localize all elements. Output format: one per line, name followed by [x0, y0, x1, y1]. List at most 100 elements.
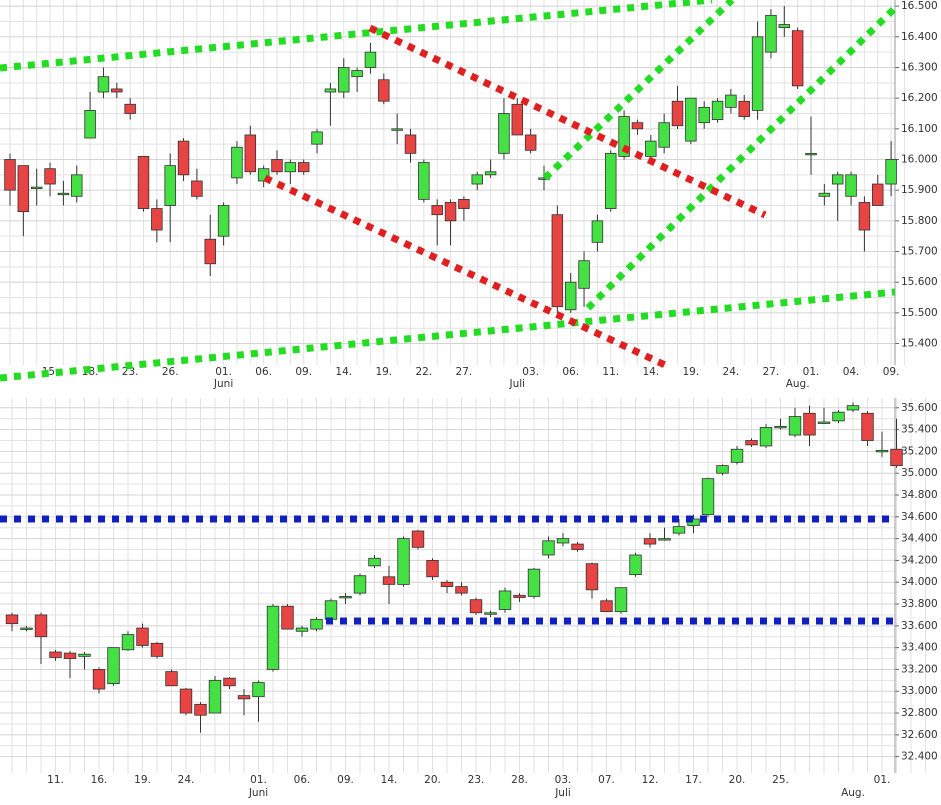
y-tick-label: 33.800	[901, 598, 938, 610]
candle-body	[231, 146, 243, 179]
x-tick-label: 04.	[843, 366, 860, 378]
y-tick-label: 34.000	[901, 576, 938, 588]
candle-body	[759, 427, 773, 447]
candle-body	[861, 412, 874, 441]
y-tick-label: 32.800	[901, 707, 938, 719]
candle-body	[368, 557, 381, 567]
candle-body	[846, 405, 860, 411]
x-tick-label: 19.	[375, 366, 392, 378]
trend-line	[0, 288, 896, 382]
x-month-label: Aug.	[841, 787, 865, 799]
candle-body	[585, 563, 599, 591]
candle-body	[858, 202, 871, 231]
candle-body	[455, 586, 468, 594]
y-tick-label: 15.400	[901, 338, 938, 350]
y-tick-label: 35.600	[901, 402, 938, 414]
candle-body	[136, 627, 149, 646]
candle-body	[20, 627, 33, 630]
y-tick-label: 15.700	[901, 246, 938, 258]
candle-body	[458, 198, 470, 209]
candle-body	[397, 538, 410, 585]
x-tick-label: 07.	[598, 774, 615, 786]
x-tick-label: 01.	[803, 366, 820, 378]
x-tick-label: 01.	[874, 774, 891, 786]
candle-body	[121, 634, 135, 651]
y-tick-label: 34.200	[901, 554, 938, 566]
candle-body	[618, 116, 630, 157]
x-tick-label: 22.	[415, 366, 432, 378]
y-tick-label: 16.500	[901, 0, 938, 12]
x-tick-label: 16.	[91, 774, 108, 786]
candle-body	[469, 599, 483, 614]
candle-body	[208, 679, 222, 714]
candle-body	[484, 612, 497, 615]
y-tick-label: 15.900	[901, 184, 938, 196]
candle-body	[411, 530, 425, 548]
candle-body	[527, 568, 541, 597]
candle-body	[151, 208, 163, 231]
candle-body	[281, 605, 294, 630]
candle-body	[524, 134, 537, 151]
x-month-label: Juli	[554, 787, 571, 799]
candle-body	[5, 614, 19, 625]
candle-body	[778, 24, 791, 29]
candle-body	[382, 576, 396, 585]
candle-body	[629, 554, 642, 575]
x-tick-label: 20.	[424, 774, 441, 786]
candle-body	[194, 703, 207, 716]
candle-body	[364, 51, 377, 68]
candle-body	[351, 70, 363, 78]
candle-body	[378, 79, 390, 102]
candle-body	[324, 88, 337, 93]
candle-body	[511, 103, 524, 136]
candle-body	[817, 421, 831, 424]
x-tick-label: 11.	[602, 366, 619, 378]
candle-body	[716, 465, 729, 474]
candle-body	[92, 669, 106, 690]
candle-body	[885, 159, 897, 185]
y-tick-label: 33.000	[901, 685, 938, 697]
candle-body	[338, 67, 350, 93]
candle-body	[44, 168, 56, 185]
candle-body	[84, 110, 96, 139]
candle-body	[311, 131, 323, 145]
candle-body	[324, 600, 338, 620]
candle-body	[237, 695, 251, 700]
candle-body	[591, 220, 604, 243]
candle-body	[165, 671, 178, 687]
candle-body	[440, 581, 454, 587]
x-tick-label: 12.	[642, 774, 659, 786]
candle-body	[57, 192, 70, 196]
candle-body	[404, 134, 417, 154]
candle-body	[71, 174, 83, 197]
candle-body	[551, 214, 564, 308]
x-tick-label: 19.	[134, 774, 151, 786]
candle-body	[832, 411, 845, 422]
candle-body	[645, 140, 657, 157]
candle-body	[564, 281, 577, 311]
candle-body	[890, 448, 903, 466]
candle-body	[177, 140, 190, 176]
x-tick-label: 27.	[763, 366, 780, 378]
candle-body	[605, 152, 617, 209]
x-tick-label: 11.	[47, 774, 64, 786]
candle-body	[803, 412, 816, 436]
candle-body	[295, 627, 309, 632]
panel: 15.400 15.500 15.600 15.700 15.800 15.900 16.0…	[0, 0, 938, 390]
candle-body	[498, 590, 512, 610]
candle-body	[498, 113, 510, 154]
candle-body	[556, 538, 570, 544]
x-tick-label: 03.	[555, 774, 572, 786]
y-tick-label: 33.200	[901, 663, 938, 675]
x-month-label: Juni	[248, 787, 268, 799]
candle-body	[875, 449, 889, 453]
candle-body	[698, 106, 710, 124]
x-tick-label: 27.	[456, 366, 473, 378]
y-tick-label: 33.400	[901, 642, 938, 654]
trend-line	[542, 0, 735, 181]
trend-line	[585, 5, 898, 311]
candle-body	[97, 76, 110, 93]
candle-body	[774, 425, 787, 429]
x-tick-label: 14.	[642, 366, 659, 378]
